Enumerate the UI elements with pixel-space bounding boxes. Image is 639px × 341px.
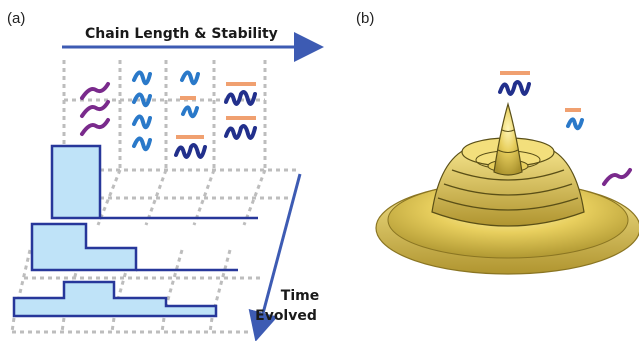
histogram-early bbox=[50, 144, 258, 220]
blue-coil-icon bbox=[132, 70, 152, 152]
capped-double-coil-icon bbox=[224, 116, 257, 140]
capped-coil-icon bbox=[565, 108, 584, 131]
capped-coil-icon bbox=[180, 96, 199, 119]
time-label-line2: Evolved bbox=[255, 308, 317, 324]
time-label-line1: Time bbox=[281, 288, 319, 304]
histogram-middle bbox=[30, 222, 238, 272]
capped-double-coil-icon bbox=[174, 135, 207, 159]
capped-double-coil-icon bbox=[224, 82, 257, 106]
top-grid bbox=[62, 60, 300, 172]
panel-a-label: (a) bbox=[7, 10, 25, 27]
histogram-late bbox=[12, 280, 218, 318]
purple-strand-icon bbox=[80, 82, 110, 136]
chain-length-stability-title: Chain Length & Stability bbox=[85, 26, 278, 42]
capped-double-coil-icon bbox=[498, 71, 531, 96]
panel-b-label: (b) bbox=[356, 10, 374, 27]
stability-landscape bbox=[375, 101, 639, 275]
time-arrow bbox=[248, 173, 302, 341]
purple-strand-icon bbox=[602, 168, 632, 186]
blue-coil-icon bbox=[180, 70, 200, 86]
